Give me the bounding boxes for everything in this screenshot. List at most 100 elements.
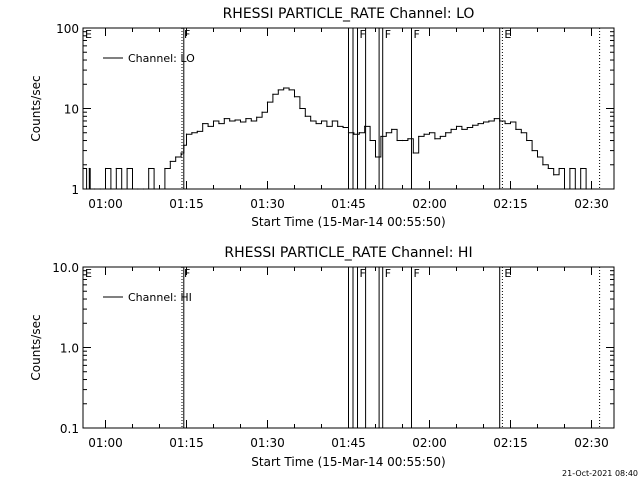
event-marker-label: F (184, 267, 190, 280)
data-point (218, 122, 220, 125)
x-tick-label: 01:15 (169, 436, 204, 450)
data-point (347, 132, 350, 134)
data-point (169, 160, 171, 163)
generation-timestamp: 21-Oct-2021 08:40 (562, 469, 638, 478)
data-point (180, 152, 182, 154)
data-point (499, 120, 501, 122)
data-point (461, 128, 463, 131)
data-point (563, 188, 566, 190)
data-point (320, 120, 323, 122)
data-point (293, 96, 296, 98)
data-point (212, 120, 215, 122)
data-point (283, 87, 285, 89)
data-point (185, 133, 188, 135)
data-point (520, 132, 522, 134)
event-marker-label: F (385, 28, 391, 41)
data-point (229, 120, 231, 122)
data-point (158, 188, 161, 190)
data-point (82, 167, 84, 170)
y-tick-label: 10.0 (52, 261, 79, 275)
data-point (196, 130, 198, 132)
data-point (202, 122, 204, 125)
data-point (310, 120, 312, 122)
y-tick-label: 0.1 (60, 422, 79, 436)
data-point (342, 126, 344, 129)
data-point (137, 188, 139, 190)
chart-title: RHESSI PARTICLE_RATE Channel: LO (223, 6, 475, 22)
data-point (104, 167, 107, 170)
data-point (450, 128, 452, 131)
data-point (472, 124, 474, 126)
data-point (164, 167, 166, 170)
data-point (369, 139, 371, 142)
data-point (515, 128, 517, 131)
data-point (580, 167, 582, 170)
data-point (131, 188, 134, 190)
y-tick-label: 10 (64, 103, 79, 117)
data-point (542, 164, 544, 166)
data-point (585, 188, 587, 190)
chart-title: RHESSI PARTICLE_RATE Channel: HI (224, 245, 472, 261)
y-axis-label: Counts/sec (29, 314, 43, 380)
data-point (89, 188, 91, 190)
data-point (385, 132, 387, 134)
event-marker-label: E (504, 28, 511, 41)
data-point (277, 89, 279, 91)
x-tick-label: 02:30 (574, 436, 609, 450)
legend-entry: Channel: HI (128, 291, 192, 304)
data-point (126, 167, 128, 170)
data-point (250, 120, 252, 122)
data-point (423, 133, 425, 135)
data-point (434, 138, 436, 140)
data-point (358, 132, 360, 134)
data-point (493, 117, 495, 120)
data-point (526, 139, 528, 142)
data-point (326, 125, 328, 127)
x-axis-label: Start Time (15-Mar-14 00:55:50) (251, 455, 445, 469)
x-tick-label: 02:00 (412, 436, 447, 450)
data-point (207, 125, 209, 127)
data-point (439, 135, 441, 138)
lo-channel-panel: RHESSI PARTICLE_RATE Channel: LO 1 10 100 01… (29, 6, 615, 229)
data-point (428, 132, 431, 134)
x-tick-label: 01:00 (88, 436, 123, 450)
data-point (223, 117, 225, 120)
data-point (99, 188, 101, 190)
x-tick-label: 02:00 (412, 197, 447, 211)
data-point (110, 188, 112, 190)
x-tick-label: 02:15 (493, 197, 528, 211)
hi-channel-panel: RHESSI PARTICLE_RATE Channel: HI 0.1 1.0 10… (29, 245, 615, 469)
data-point (482, 121, 485, 123)
data-point (272, 93, 274, 95)
data-point (445, 132, 447, 134)
start-marker-label: E (85, 28, 92, 41)
data-point (374, 156, 377, 158)
data-point (504, 122, 506, 125)
data-point (407, 138, 409, 140)
x-tick-label: 02:15 (493, 436, 528, 450)
data-point (288, 89, 290, 91)
data-point (353, 133, 355, 135)
data-point (121, 188, 123, 190)
data-point (477, 122, 479, 125)
data-point (553, 174, 555, 176)
data-point (142, 188, 144, 190)
x-tick-label: 01:45 (331, 436, 366, 450)
x-axis-label: Start Time (15-Mar-14 00:55:50) (251, 215, 445, 229)
data-point (331, 120, 333, 122)
data-point (153, 188, 155, 190)
y-tick-label: 100 (56, 22, 79, 36)
data-point (175, 156, 177, 158)
data-point (574, 188, 576, 190)
data-point (391, 128, 393, 131)
data-point (266, 101, 269, 103)
x-tick-label: 01:45 (331, 197, 366, 211)
legend-entry: Channel: LO (128, 52, 195, 65)
x-tick-label: 01:30 (250, 436, 285, 450)
event-marker-label: F (385, 267, 391, 280)
data-point (590, 188, 593, 190)
data-point (547, 167, 549, 170)
data-point (94, 188, 96, 190)
data-point (337, 125, 339, 127)
